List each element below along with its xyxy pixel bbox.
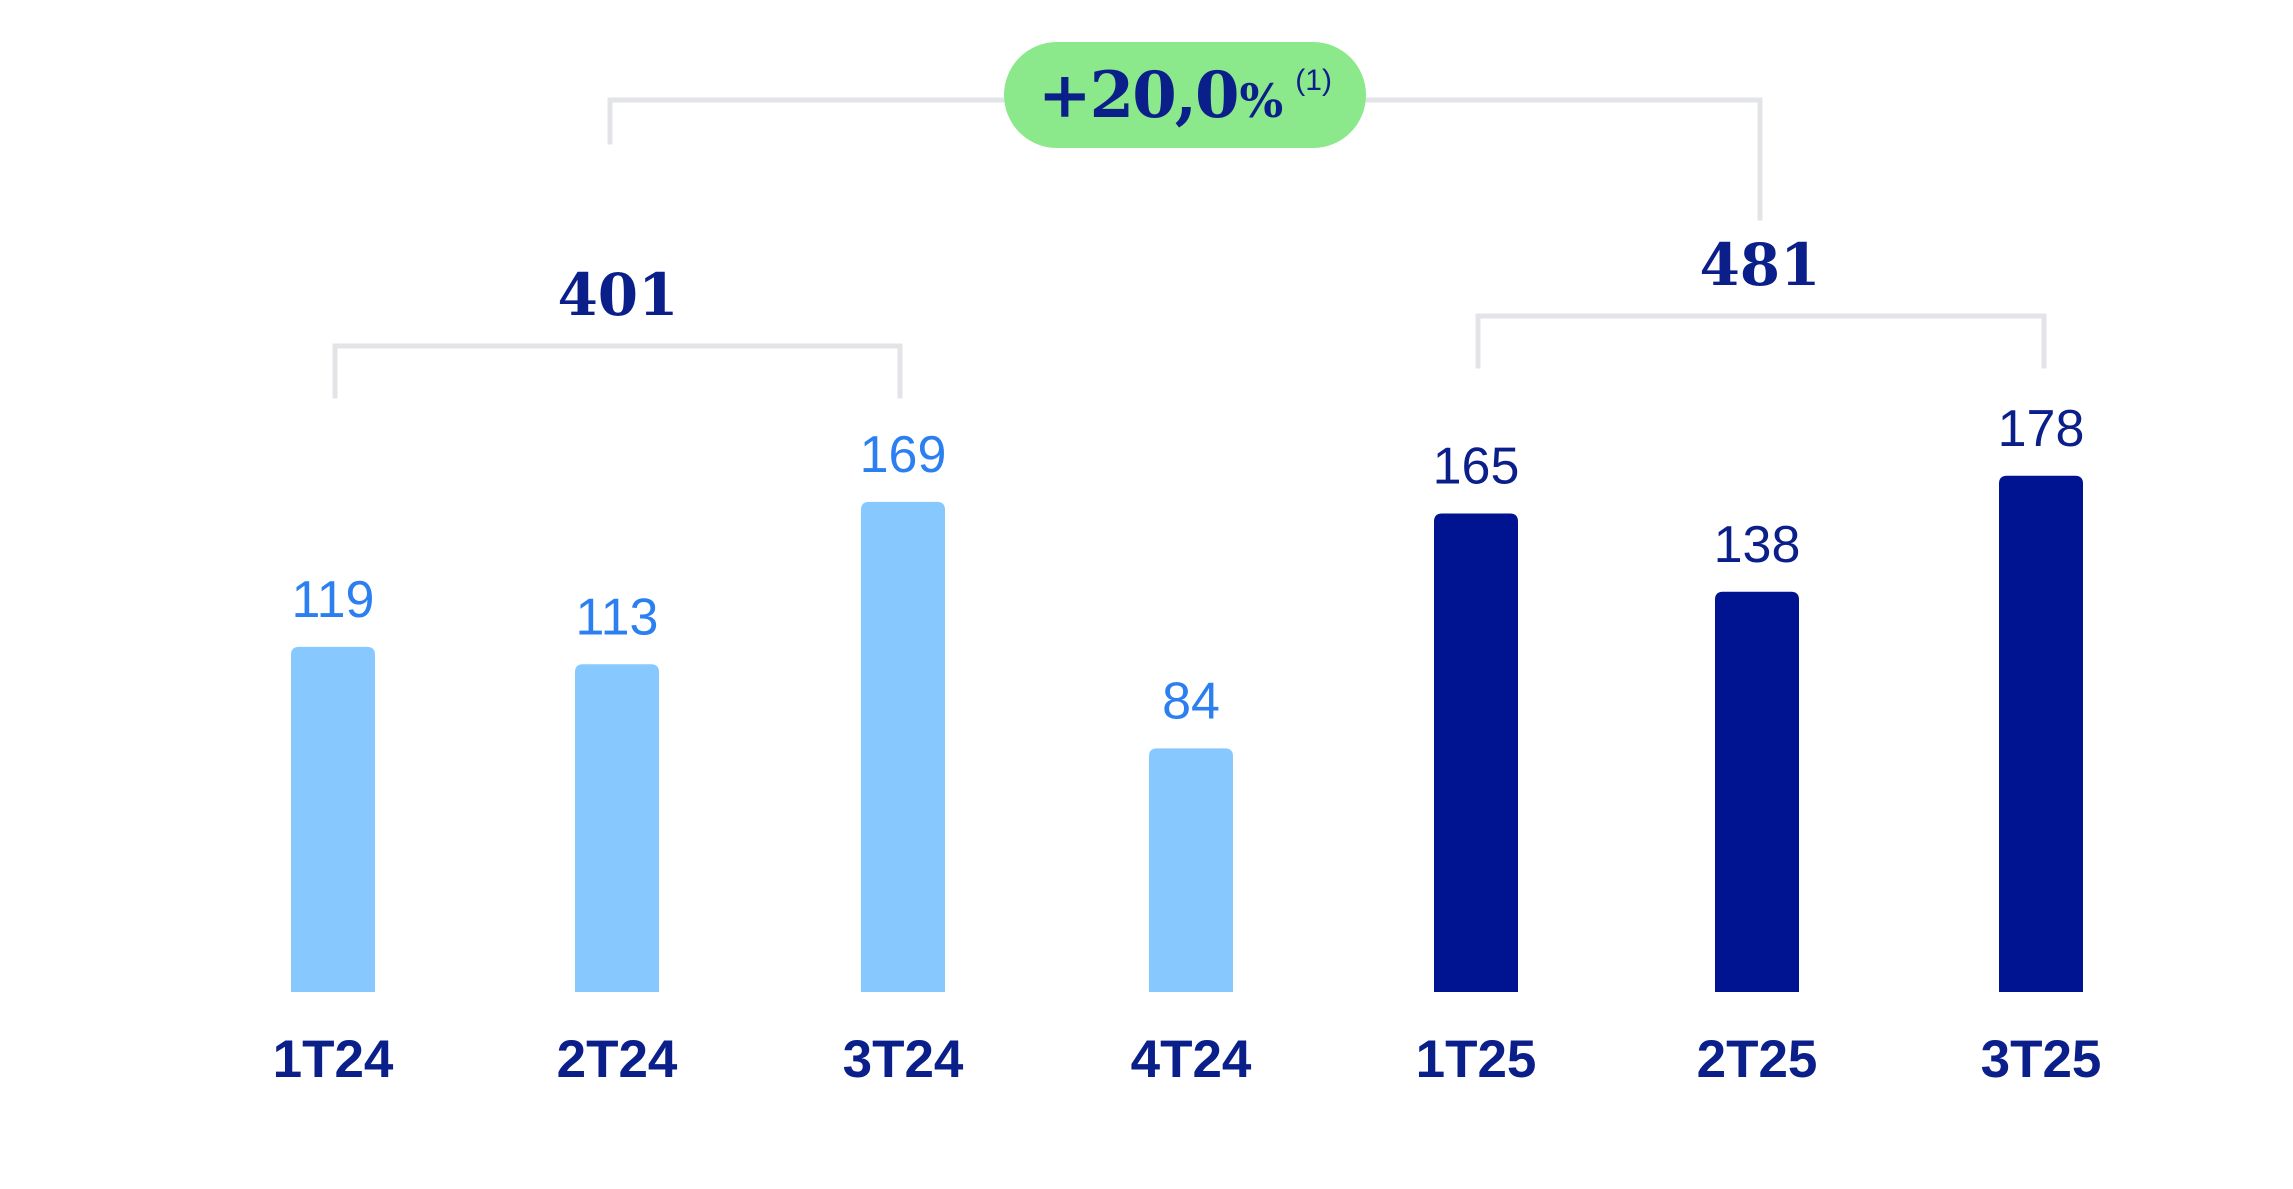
category-label-2t25: 2T25 [1697,1030,1818,1089]
growth-bracket-right [1363,97,1763,221]
bar-3t25 [1999,475,2083,992]
total-bracket-2024 [332,343,903,399]
brackets-group [332,97,2047,399]
bar-3t24 [861,501,945,992]
growth-footnote: (1) [1295,64,1332,97]
growth-unit: % [1239,74,1284,128]
category-label-2t24: 2T24 [557,1030,678,1089]
value-label-3t25: 178 [1998,400,2085,458]
total-bracket-2025 [1475,313,2047,369]
value-label-4t24: 84 [1162,672,1220,730]
bar-2t25 [1715,591,1799,992]
total-label-2024: 401 [557,261,678,329]
category-label-3t24: 3T24 [843,1030,964,1089]
value-label-1t25: 165 [1433,438,1520,496]
growth-bracket [607,97,1007,145]
category-label-3t25: 3T25 [1981,1030,2102,1089]
category-label-1t24: 1T24 [273,1030,394,1089]
value-label-3t24: 169 [860,426,947,484]
value-label-2t24: 113 [576,588,659,646]
bar-1t25 [1434,513,1518,992]
growth-value: +20,0 [1038,57,1239,133]
bar-1t24 [291,646,375,992]
category-label-1t25: 1T25 [1416,1030,1537,1089]
value-label-2t25: 138 [1714,516,1801,574]
bar-4t24 [1149,748,1233,992]
value-label-1t24: 119 [292,571,375,629]
bar-2t24 [575,664,659,992]
bars-group: 119 1T24 113 2T24 169 3T24 84 4T24 165 1T25 138 2T2… [273,400,2102,1089]
category-label-4t24: 4T24 [1131,1030,1252,1089]
total-label-2025: 481 [1699,231,1820,299]
growth-badge: +20,0 % (1) [1004,42,1366,148]
